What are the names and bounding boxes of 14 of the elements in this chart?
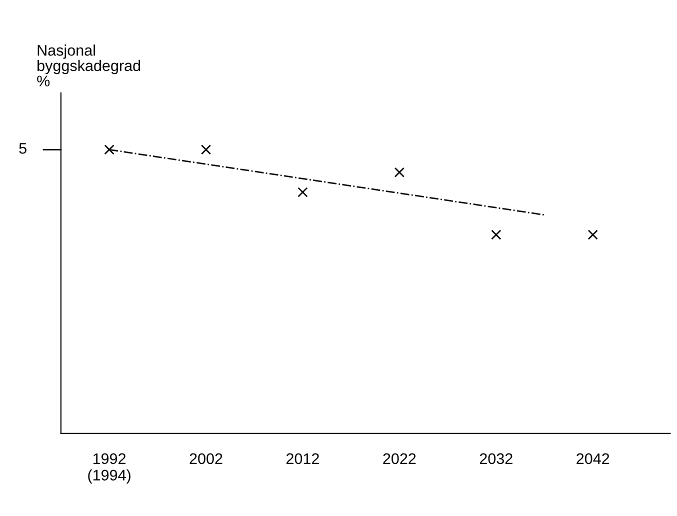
x-tick-label: 2002 [190, 453, 222, 464]
x-tick-label: 2042 [576, 453, 610, 464]
point [298, 187, 308, 198]
point [394, 167, 405, 178]
x-tick-label: 2022 [383, 453, 416, 464]
point [104, 144, 114, 155]
x-tick-label: 1992 (1994) [88, 453, 130, 484]
text: 5 [19, 143, 26, 154]
y-axis-title: Nasjonal byggskadegrad % [37, 44, 140, 86]
point [200, 144, 212, 155]
x-tick-label: 2012 [286, 453, 319, 464]
x-tick-label: 2032 [480, 453, 512, 464]
point [588, 230, 598, 240]
point [491, 230, 502, 240]
